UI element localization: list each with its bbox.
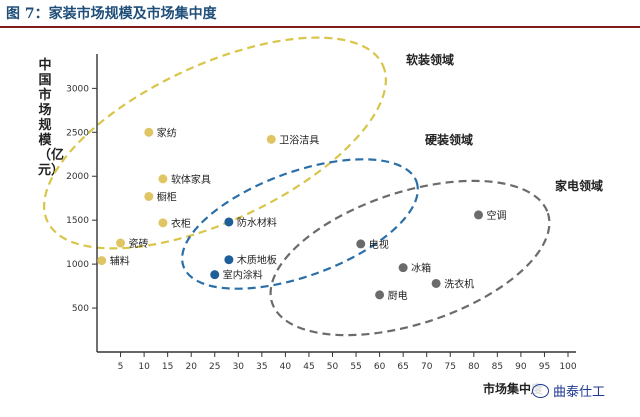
x-tick-label: 75 bbox=[445, 362, 456, 372]
x-axis-label: 市场集中度 bbox=[483, 382, 544, 396]
point-label: 卫浴洁具 bbox=[279, 133, 319, 146]
point-label: 冰箱 bbox=[411, 262, 431, 275]
group-boundary bbox=[269, 179, 551, 337]
x-tick-label: 55 bbox=[350, 362, 361, 372]
y-tick-label: 1500 bbox=[66, 216, 89, 226]
x-tick-label: 30 bbox=[233, 362, 245, 372]
point-label: 电视 bbox=[369, 238, 389, 251]
point-label: 厨电 bbox=[388, 289, 408, 302]
point-label: 瓷砖 bbox=[129, 237, 149, 250]
x-tick-label: 10 bbox=[138, 362, 150, 372]
x-tick-label: 5 bbox=[118, 362, 124, 372]
data-point bbox=[210, 270, 220, 280]
data-point bbox=[474, 210, 484, 220]
wechat-icon bbox=[532, 384, 549, 398]
title-rule bbox=[0, 26, 640, 28]
y-tick-label: 2000 bbox=[66, 172, 89, 182]
watermark: 曲泰仕工 bbox=[532, 381, 606, 400]
x-tick-label: 15 bbox=[162, 362, 173, 372]
x-tick-label: 60 bbox=[374, 362, 386, 372]
group-label: 硬装领域 bbox=[425, 132, 473, 147]
point-label: 洗衣机 bbox=[444, 277, 474, 290]
x-tick-label: 70 bbox=[421, 362, 433, 372]
point-label: 室内涂料 bbox=[223, 269, 263, 282]
point-label: 防水材料 bbox=[237, 216, 277, 229]
data-point bbox=[224, 255, 234, 265]
x-tick-label: 100 bbox=[559, 362, 576, 372]
watermark-text: 曲泰仕工 bbox=[553, 385, 606, 400]
data-point bbox=[158, 218, 168, 228]
x-tick-label: 50 bbox=[327, 362, 339, 372]
data-point bbox=[97, 256, 107, 266]
point-label: 辅料 bbox=[110, 255, 130, 268]
x-tick-label: 25 bbox=[209, 362, 220, 372]
x-tick-label: 65 bbox=[397, 362, 408, 372]
y-tick-label: 2500 bbox=[66, 128, 89, 138]
point-label: 橱柜 bbox=[157, 190, 177, 203]
data-point bbox=[398, 263, 408, 273]
group-label: 家电领域 bbox=[555, 178, 603, 193]
group-boundary bbox=[181, 158, 419, 290]
group-label: 软装领域 bbox=[406, 52, 454, 67]
data-point bbox=[431, 278, 441, 288]
x-tick-label: 80 bbox=[468, 362, 480, 372]
x-tick-label: 40 bbox=[280, 362, 292, 372]
point-label: 衣柜 bbox=[171, 217, 191, 230]
data-point bbox=[158, 174, 168, 184]
y-tick-label: 500 bbox=[72, 304, 89, 314]
figure-title: 图 7：家装市场规模及市场集中度 bbox=[6, 6, 217, 22]
data-point bbox=[144, 191, 154, 201]
data-point bbox=[224, 217, 234, 227]
data-point bbox=[116, 238, 126, 248]
data-point bbox=[144, 127, 154, 137]
y-tick-label: 1000 bbox=[66, 260, 89, 270]
x-tick-label: 35 bbox=[256, 362, 267, 372]
point-label: 空调 bbox=[487, 209, 507, 222]
data-point bbox=[375, 290, 385, 300]
data-point bbox=[266, 134, 276, 144]
x-tick-label: 90 bbox=[515, 362, 527, 372]
y-tick-label: 3000 bbox=[66, 84, 89, 94]
x-tick-label: 85 bbox=[492, 362, 503, 372]
point-label: 木质地板 bbox=[237, 254, 277, 267]
x-tick-label: 95 bbox=[539, 362, 550, 372]
point-label: 软体家具 bbox=[171, 173, 211, 186]
point-label: 家纺 bbox=[157, 126, 177, 139]
data-point bbox=[356, 239, 366, 249]
x-tick-label: 20 bbox=[185, 362, 197, 372]
x-tick-label: 45 bbox=[303, 362, 314, 372]
group-boundary bbox=[43, 36, 387, 250]
